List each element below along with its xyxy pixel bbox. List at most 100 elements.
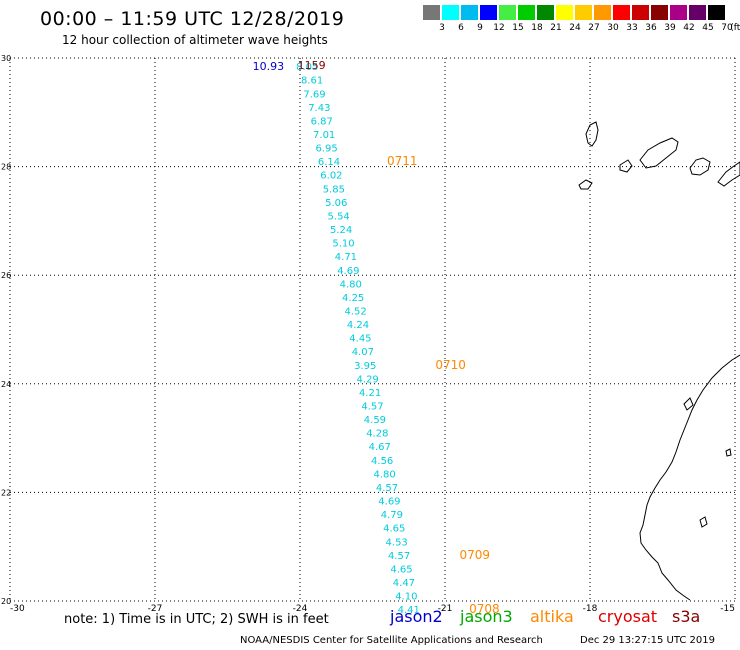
swh-value: 5.54 [328,211,350,222]
swh-value: 6.02 [320,171,342,182]
legend-swatch [556,5,573,20]
coast-notch [683,397,694,411]
swh-value: 4.29 [357,374,379,385]
legend-label: 39 [664,23,676,33]
legend-label: 15 [512,23,524,33]
swh-value: 4.21 [359,388,381,399]
credit-line: NOAA/NESDIS Center for Satellite Applica… [240,635,543,646]
legend-swatch [594,5,611,20]
legend-label: 9 [477,23,483,33]
coastline [578,121,740,601]
swh-value: 7.43 [308,103,330,114]
pass-time-label: 0708 [469,602,500,616]
swh-value: 6.14 [318,157,340,168]
swh-value: 4.80 [340,279,362,290]
pass-time-label: 0710 [435,358,466,372]
swh-value: 4.25 [342,293,364,304]
legend-label: 30 [607,23,619,33]
legend-swatch [575,5,592,20]
satellite-name: jason2 [390,607,443,626]
lon-tick-label: -27 [148,604,163,614]
legend-swatch [442,5,459,20]
legend-swatch [651,5,668,20]
legend-unit: (ft) [730,23,740,33]
swh-value: 4.53 [386,537,408,548]
swh-value: 4.41 [398,605,420,616]
swh-value: 4.57 [388,551,410,562]
legend-swatch [689,5,706,20]
swh-value: 4.59 [364,415,386,426]
lon-tick-label: -24 [293,604,308,614]
legend-label: 70 [721,23,733,33]
axis-ticks: -30 -27 -24 -21 -18 -15 20 22 24 26 28 30 [1,54,735,614]
lon-tick-label: -15 [720,604,735,614]
satellite-name: s3a [672,607,701,626]
satellite-name: jason3 [460,607,513,626]
swh-value: 4.52 [344,306,366,317]
island-gran-canaria [689,157,711,176]
swh-value: 3.95 [354,361,376,372]
swh-value: 5.24 [330,225,352,236]
page-subtitle: 12 hour collection of altimeter wave hei… [62,33,328,47]
page-title: 00:00 – 11:59 UTC 12/28/2019 [40,8,345,30]
swh-value: 4.67 [369,442,391,453]
swh-value: 5.85 [323,184,345,195]
swh-value: 4.69 [378,497,400,508]
swh-value: 4.10 [395,592,417,603]
island-fuerteventura [717,161,740,187]
legend-label: 12 [493,23,505,33]
track-labels: 8.05 8.61 7.69 7.43 6.87 7.01 6.95 6.14 6.02 5.85… [253,59,500,616]
swh-value: 4.47 [393,578,415,589]
legend-label: 36 [645,23,657,33]
legend-label: 33 [626,23,638,33]
legend-label: 21 [550,23,562,33]
island-cape-verde-2 [725,448,732,457]
swh-value: 6.95 [315,144,337,155]
lat-tick-label: 28 [1,163,11,172]
lat-tick-label: 22 [1,488,11,497]
legend-label: 24 [569,23,581,33]
lon-tick-label: -18 [583,604,598,614]
swh-value: 4.28 [366,429,388,440]
swh-value: 4.24 [347,320,369,331]
swh-value: 4.57 [361,402,383,413]
legend-swatch [423,5,440,20]
swh-value: 7.01 [313,130,335,141]
legend-swatch [499,5,516,20]
legend-swatch [670,5,687,20]
legend-label: 18 [531,23,543,33]
legend-swatch [480,5,497,20]
swh-value: 8.61 [301,76,323,87]
satellite-name: cryosat [598,607,658,626]
swh-value: 4.69 [337,266,359,277]
swh-value: 4.71 [335,252,357,263]
lat-tick-label: 20 [1,597,11,606]
satellite-name: altika [530,607,574,626]
legend-label: 45 [702,23,714,33]
pass-time-label: 0709 [460,548,491,562]
swh-value: 5.10 [332,239,354,250]
lat-tick-label: 24 [1,380,11,389]
generation-timestamp: Dec 29 13:27:15 UTC 2019 [580,635,715,646]
swh-value: 4.56 [371,456,393,467]
track-start-label: 10.93 [253,60,285,73]
legend-label: 3 [439,23,445,33]
legend-label: 42 [683,23,695,33]
footer-note: note: 1) Time is in UTC; 2) SWH is in fe… [64,612,329,627]
swh-value: 4.57 [376,483,398,494]
island-la-palma [585,121,599,147]
swh-value: 4.07 [352,347,374,358]
island-tenerife [639,137,679,169]
pass-time-label: 0711 [387,154,418,168]
swh-value: 4.65 [383,524,405,535]
legend-swatch [537,5,554,20]
legend-swatch [613,5,630,20]
legend-label: 27 [588,23,600,33]
legend-swatch [708,5,725,20]
legend-label: 6 [458,23,464,33]
legend-swatch [461,5,478,20]
track-start-label: 1159 [298,59,326,72]
swh-value: 4.80 [373,469,395,480]
lat-tick-label: 30 [1,54,11,63]
